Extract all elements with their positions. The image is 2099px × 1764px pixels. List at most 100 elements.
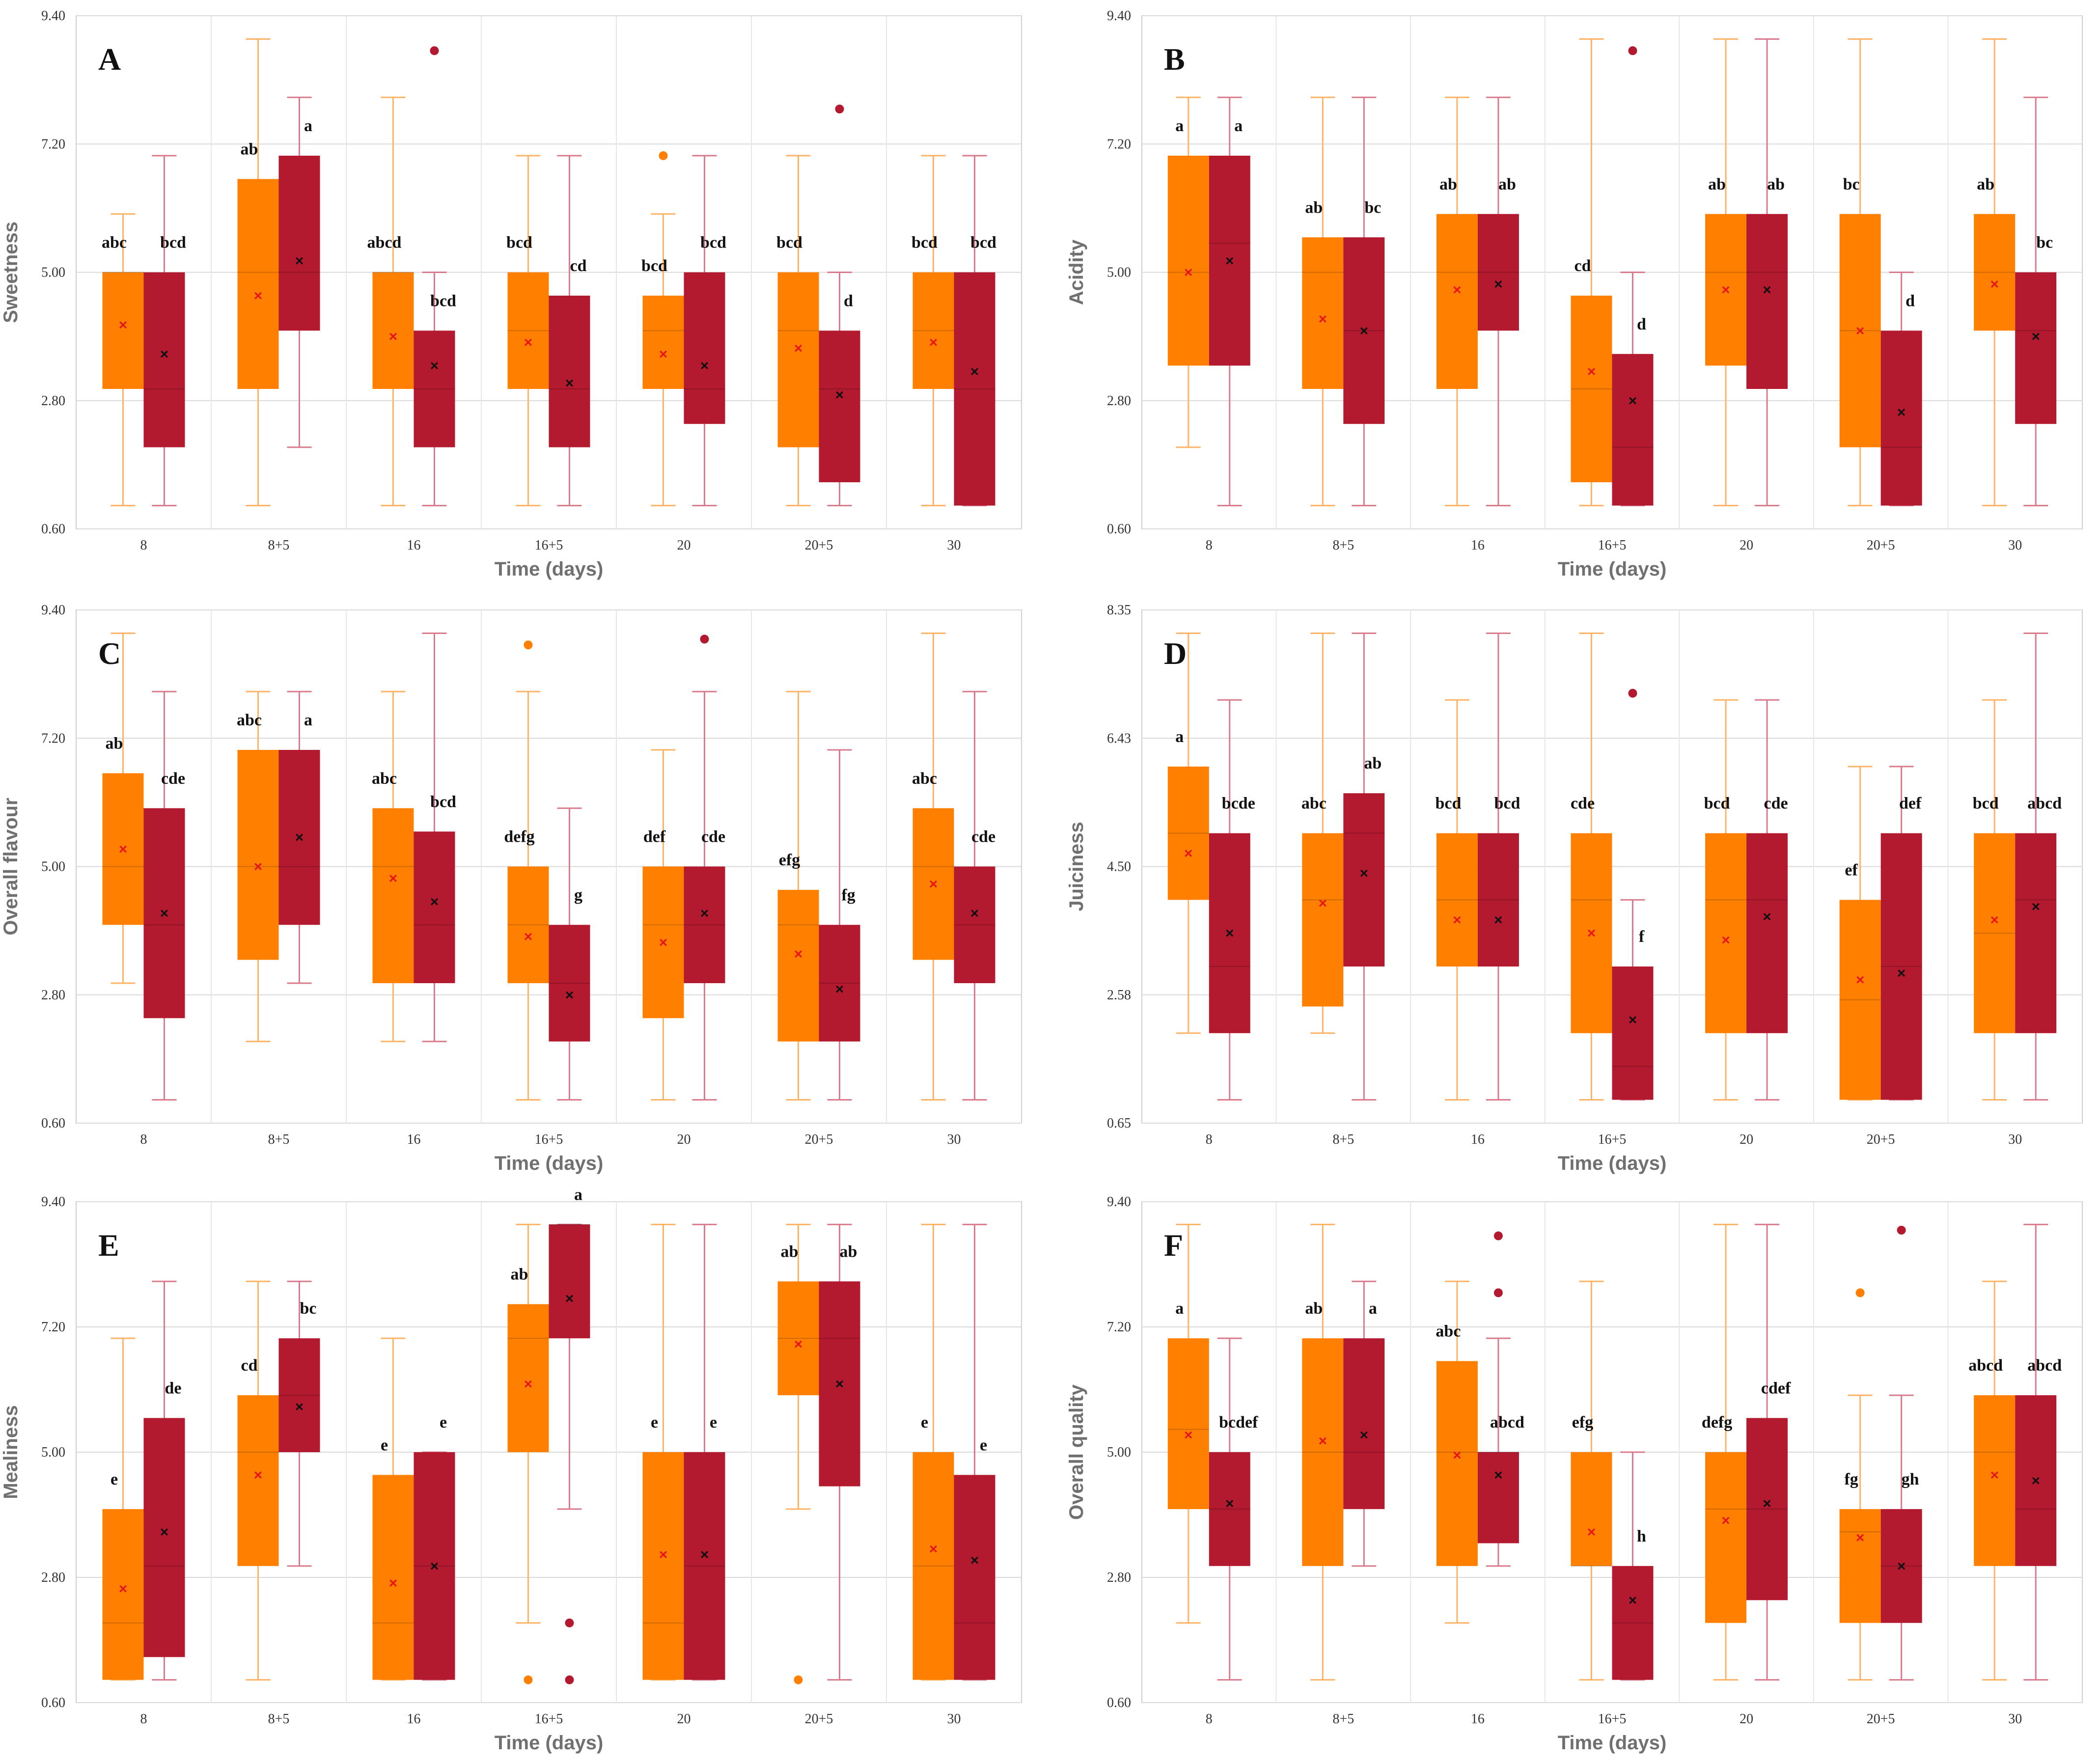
mean-marker: × xyxy=(700,1547,709,1563)
x-tick-label: 16 xyxy=(407,1711,421,1727)
box-red-6: × abcd xyxy=(2015,1223,2062,1681)
significance-letter: bc xyxy=(2036,234,2053,252)
box-orange-3: × ab xyxy=(507,1223,549,1684)
box-body xyxy=(1974,833,2016,1033)
x-tick-label: 20 xyxy=(677,1132,691,1147)
box-red-3: ×a xyxy=(549,1186,590,1684)
box-body xyxy=(2015,833,2057,1033)
box-body xyxy=(2015,272,2057,424)
y-tick-label: 0.60 xyxy=(41,522,65,537)
mean-marker: × xyxy=(835,981,844,997)
mean-marker: × xyxy=(1494,912,1503,928)
box-red-4: × ab xyxy=(1746,38,1788,506)
x-tick-label: 20 xyxy=(1740,538,1753,553)
mean-marker: × xyxy=(430,894,439,910)
y-axis-label: Sweetness xyxy=(0,221,22,323)
significance-letter: g xyxy=(574,886,582,904)
significance-letter: e xyxy=(921,1413,928,1432)
x-tick-label: 16 xyxy=(1471,1132,1485,1147)
box-orange-1: × abc xyxy=(237,690,279,1043)
x-tick-label: 8 xyxy=(1206,1711,1213,1727)
mean-marker: × xyxy=(565,1291,574,1307)
box-body xyxy=(642,1452,684,1680)
y-tick-label: 0.65 xyxy=(1107,1116,1131,1131)
mean-marker: × xyxy=(659,935,668,951)
x-tick-label: 8 xyxy=(1206,1132,1213,1147)
y-axis-label: Juiciness xyxy=(1066,822,1087,911)
outlier-point xyxy=(1628,689,1637,698)
significance-letter: ab xyxy=(1977,175,1994,193)
box-body xyxy=(1167,1338,1209,1509)
mean-marker: × xyxy=(119,841,128,857)
box-orange-1: × ab xyxy=(1302,96,1344,506)
box-body xyxy=(372,272,414,389)
x-axis-label: Time (days) xyxy=(1558,558,1667,580)
mean-marker: × xyxy=(430,358,439,374)
mean-marker: × xyxy=(1225,925,1234,941)
x-tick-label: 16+5 xyxy=(1598,1711,1627,1727)
y-tick-label: 5.00 xyxy=(1107,265,1131,280)
box-red-3: ×g xyxy=(549,807,590,1101)
significance-letter: a xyxy=(304,711,312,729)
box-body xyxy=(414,1452,455,1680)
box-body xyxy=(1571,1452,1612,1566)
significance-letter: abc xyxy=(912,770,937,788)
box-orange-0: × ab xyxy=(102,633,144,984)
outlier-point xyxy=(1628,46,1637,55)
y-tick-label: 2.58 xyxy=(1107,988,1131,1003)
mean-marker: × xyxy=(1184,265,1193,281)
box-red-2: × abcd xyxy=(1477,1231,1524,1567)
y-tick-label: 7.20 xyxy=(41,1320,65,1335)
y-axis-label: Mealiness xyxy=(0,1405,22,1499)
panel-label: A xyxy=(98,42,121,77)
significance-letter: ab xyxy=(1439,175,1457,193)
mean-marker: × xyxy=(389,870,398,886)
box-orange-6: × ab xyxy=(1974,38,2016,506)
x-tick-label: 16 xyxy=(407,1132,421,1147)
box-body xyxy=(1705,1452,1747,1623)
y-axis-label: Acidity xyxy=(1066,239,1087,305)
x-tick-label: 16 xyxy=(1471,538,1485,553)
box-body xyxy=(1477,833,1519,967)
box-orange-3: × bcd xyxy=(506,155,549,506)
x-tick-label: 20 xyxy=(677,538,691,553)
box-red-6: × abcd xyxy=(2015,633,2062,1101)
box-orange-0: ×a xyxy=(1167,633,1209,1034)
significance-letter: fg xyxy=(1844,1470,1858,1488)
box-body xyxy=(684,1452,725,1680)
mean-marker: × xyxy=(1629,1592,1637,1608)
box-body xyxy=(237,1395,279,1566)
box-body xyxy=(143,272,185,447)
x-tick-label: 16+5 xyxy=(535,538,563,553)
box-body xyxy=(1167,156,1209,366)
mean-marker: × xyxy=(970,1552,979,1569)
significance-letter: cd xyxy=(241,1356,258,1375)
box-red-1: ×a xyxy=(278,690,320,984)
significance-letter: cd xyxy=(1574,257,1591,275)
mean-marker: × xyxy=(295,253,304,269)
outlier-point xyxy=(1897,1225,1906,1235)
box-body xyxy=(507,1304,549,1452)
significance-letter: ab xyxy=(1767,175,1785,193)
box-red-3: × cd xyxy=(549,155,590,506)
mean-marker: × xyxy=(295,829,304,846)
box-red-4: × cde xyxy=(684,634,725,1101)
mean-marker: × xyxy=(119,1581,128,1597)
x-tick-label: 30 xyxy=(2008,1711,2022,1727)
mean-marker: × xyxy=(1360,1427,1369,1443)
box-body xyxy=(1612,1566,1654,1680)
chart-panel-d: 0.65 2.58 4.50 6.43 8.35 Juiciness Time (days)… xyxy=(1066,603,2083,1174)
mean-marker: × xyxy=(1763,282,1771,298)
significance-letter: ab xyxy=(1708,175,1726,193)
x-tick-label: 8+5 xyxy=(268,538,290,553)
x-tick-label: 8 xyxy=(1206,538,1213,553)
panel-b: 0.60 2.80 5.00 7.20 9.40 Acidity Time (days) 8 8… xyxy=(1066,0,2099,589)
mean-marker: × xyxy=(1184,1427,1193,1443)
box-body xyxy=(549,296,590,447)
box-body xyxy=(1839,900,1881,1100)
mean-marker: × xyxy=(1897,1558,1906,1574)
significance-letter: abcd xyxy=(1490,1413,1524,1432)
box-red-3: ×f xyxy=(1612,689,1654,1101)
mean-marker: × xyxy=(700,906,709,922)
box-body xyxy=(1477,1452,1519,1544)
